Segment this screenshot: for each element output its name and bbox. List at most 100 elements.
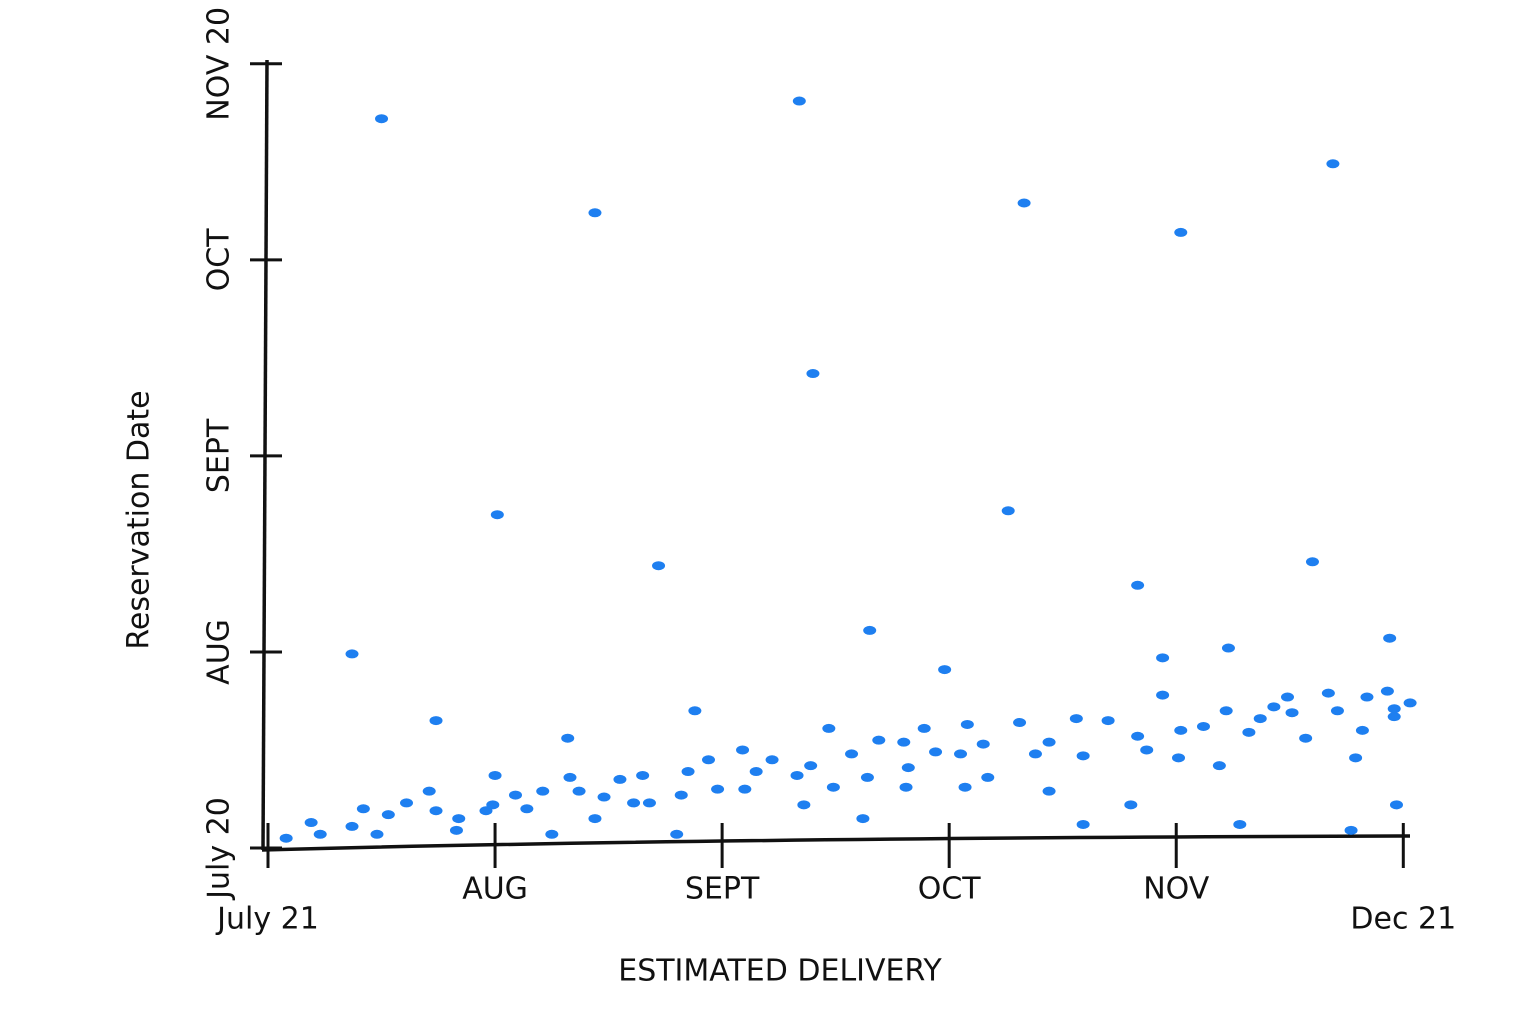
point — [627, 798, 641, 808]
point — [1174, 725, 1188, 735]
point — [452, 814, 466, 824]
point — [561, 733, 575, 743]
point — [1389, 800, 1403, 810]
point — [670, 829, 684, 839]
point — [872, 735, 886, 745]
point — [806, 369, 820, 379]
point — [1403, 698, 1417, 708]
point — [429, 716, 443, 726]
point — [897, 737, 911, 747]
point — [822, 723, 836, 733]
x-axis — [261, 834, 1411, 852]
point — [929, 747, 943, 757]
point — [375, 114, 389, 124]
point — [749, 767, 763, 777]
point — [681, 767, 695, 777]
point — [1042, 786, 1056, 796]
point — [1131, 580, 1145, 590]
point — [1076, 819, 1090, 829]
x-axis-label: ESTIMATED DELIVERY — [618, 954, 942, 989]
point — [588, 208, 602, 218]
point — [370, 829, 384, 839]
point — [1387, 712, 1401, 722]
point — [792, 96, 806, 106]
point — [304, 818, 318, 828]
point — [1069, 714, 1083, 724]
point — [674, 790, 688, 800]
point — [1344, 825, 1358, 835]
point — [1156, 653, 1170, 663]
point — [1042, 737, 1056, 747]
point — [520, 804, 534, 814]
point — [1131, 731, 1145, 741]
point — [954, 749, 968, 759]
point — [738, 784, 752, 794]
y-axis-label: Reservation Date — [122, 390, 157, 649]
y-tick-label: July 20 — [202, 797, 237, 901]
point — [1326, 159, 1340, 169]
point — [1196, 721, 1210, 731]
point — [1330, 706, 1344, 716]
point — [613, 774, 627, 784]
point — [636, 770, 650, 780]
point — [422, 786, 436, 796]
point — [736, 745, 750, 755]
point — [313, 829, 327, 839]
point — [1219, 706, 1233, 716]
point — [688, 706, 702, 716]
x-tick-label: Dec 21 — [1350, 902, 1456, 937]
point — [901, 763, 915, 773]
point — [563, 772, 577, 782]
point — [508, 790, 522, 800]
point — [804, 761, 818, 771]
point — [863, 625, 877, 635]
x-tick-label: OCT — [918, 872, 982, 907]
point — [1212, 761, 1226, 771]
y-tick-label: NOV 20 — [202, 7, 237, 121]
point — [345, 821, 359, 831]
point — [356, 804, 370, 814]
point — [652, 561, 666, 571]
x-tick-label: SEPT — [685, 872, 760, 907]
point — [1076, 751, 1090, 761]
point — [1305, 557, 1319, 567]
point — [938, 665, 952, 675]
point — [588, 814, 602, 824]
point — [381, 810, 395, 820]
point — [545, 829, 559, 839]
point — [279, 833, 293, 843]
point — [536, 786, 550, 796]
point — [701, 755, 715, 765]
point — [960, 719, 974, 729]
point — [1360, 692, 1374, 702]
point — [642, 798, 656, 808]
point — [958, 782, 972, 792]
point — [1383, 633, 1397, 643]
point — [597, 792, 611, 802]
point — [490, 510, 504, 520]
point — [572, 786, 586, 796]
point — [860, 772, 874, 782]
point — [1380, 686, 1394, 696]
point — [1124, 800, 1138, 810]
point — [400, 798, 414, 808]
point — [449, 825, 463, 835]
point — [1101, 716, 1115, 726]
point — [711, 784, 725, 794]
y-tick-label: OCT — [202, 228, 237, 292]
point — [1001, 506, 1015, 516]
point — [486, 800, 500, 810]
point — [826, 782, 840, 792]
point — [488, 770, 502, 780]
point — [1221, 643, 1235, 653]
point — [1172, 753, 1186, 763]
point — [981, 772, 995, 782]
x-tick-label: NOV — [1143, 872, 1210, 907]
x-tick-label: AUG — [462, 872, 528, 907]
point — [1017, 198, 1031, 208]
point — [1299, 733, 1313, 743]
point — [797, 800, 811, 810]
x-tick-label: July 21 — [215, 902, 319, 937]
point — [1285, 708, 1299, 718]
